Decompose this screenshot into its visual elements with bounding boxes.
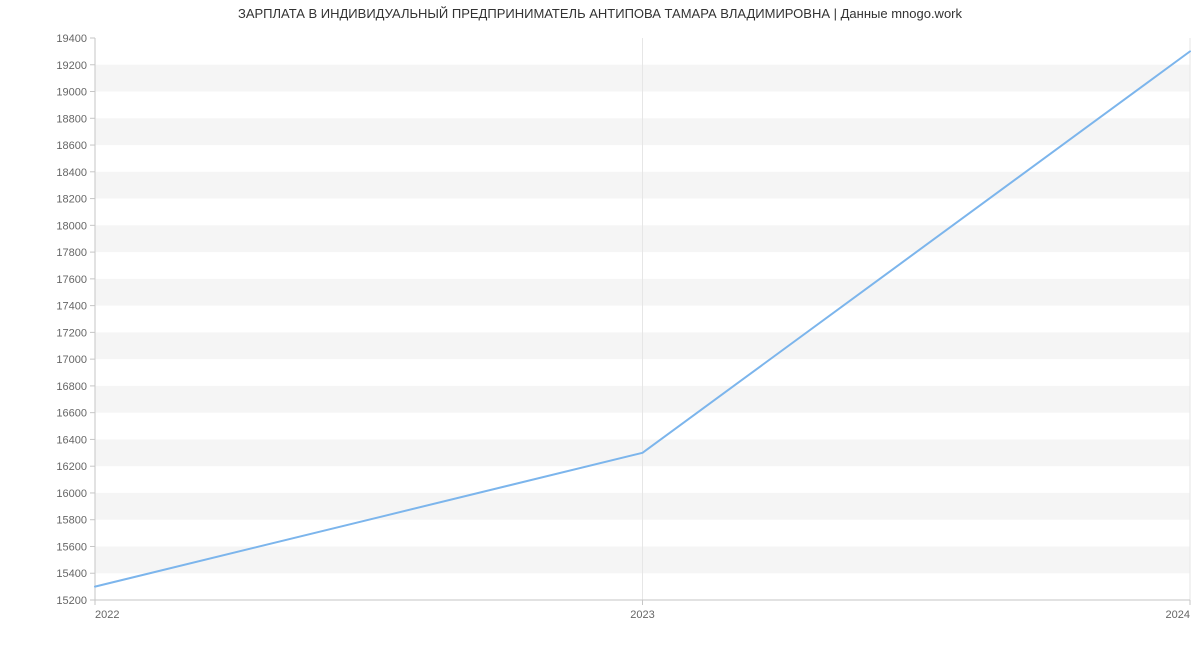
- y-tick-label: 18800: [56, 113, 87, 125]
- y-tick-label: 15400: [56, 568, 87, 580]
- chart-plot-svg: 15200 15400 15600 15800 16000 16200 16400 16600…: [0, 0, 1200, 650]
- y-tick-label: 18200: [56, 194, 87, 206]
- y-tick-label: 17400: [56, 301, 87, 313]
- y-tick-label: 16200: [56, 461, 87, 473]
- y-tick-label: 15800: [56, 515, 87, 527]
- y-tick-label: 19200: [56, 60, 87, 72]
- y-tick-label: 19000: [56, 87, 87, 99]
- y-tick-label: 16000: [56, 488, 87, 500]
- y-tick-label: 17800: [56, 247, 87, 259]
- y-tick-label: 15200: [56, 595, 87, 607]
- y-tick-label: 18000: [56, 220, 87, 232]
- y-tick-label: 16400: [56, 434, 87, 446]
- y-tick-label: 18400: [56, 167, 87, 179]
- y-tick-label: 17200: [56, 327, 87, 339]
- y-tick-label: 17000: [56, 354, 87, 366]
- y-tick-label: 15600: [56, 541, 87, 553]
- salary-line-chart: ЗАРПЛАТА В ИНДИВИДУАЛЬНЫЙ ПРЕДПРИНИМАТЕЛ…: [0, 0, 1200, 650]
- y-tick-label: 18600: [56, 140, 87, 152]
- x-tick-label: 2024: [1166, 609, 1190, 621]
- y-tick-label: 17600: [56, 274, 87, 286]
- x-tick-label: 2022: [95, 609, 119, 621]
- x-tick-label: 2023: [630, 609, 654, 621]
- y-tick-label: 16600: [56, 408, 87, 420]
- y-tick-label: 16800: [56, 381, 87, 393]
- y-tick-label: 19400: [56, 33, 87, 45]
